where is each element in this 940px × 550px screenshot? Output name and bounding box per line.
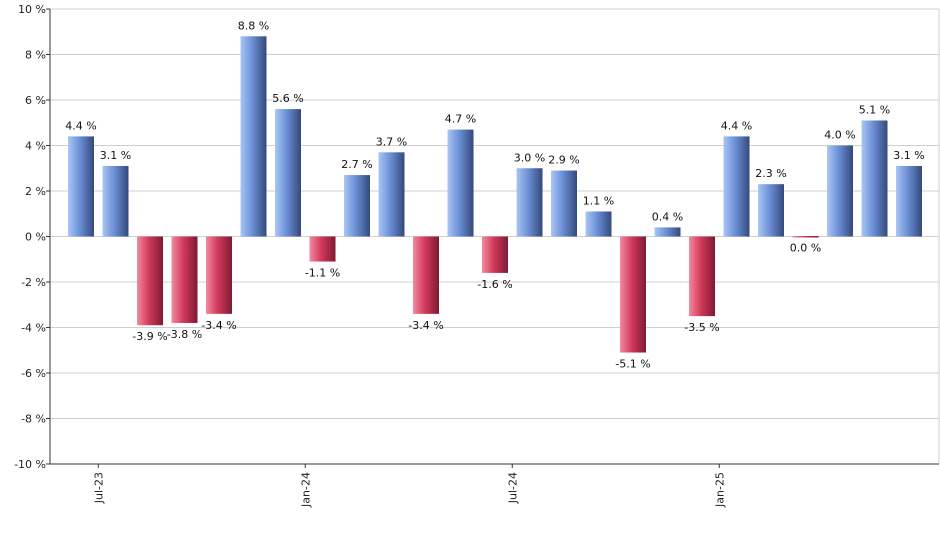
bar [447, 129, 474, 237]
bar [206, 236, 232, 314]
y-tick-label: -8 % [21, 413, 46, 426]
bar [309, 236, 336, 262]
bar [137, 236, 163, 326]
bar [171, 236, 198, 323]
bar [654, 227, 681, 237]
bar-value-label: 4.4 % [721, 119, 752, 132]
bar-value-label: 4.7 % [445, 113, 476, 126]
y-tick-label: 4 % [25, 140, 46, 153]
bar [723, 136, 750, 237]
bar-value-label: 3.1 % [100, 149, 131, 162]
y-tick-label: -2 % [21, 276, 46, 289]
x-tick-label: Jan-25 [713, 472, 726, 508]
bar-value-label: 4.0 % [824, 129, 855, 142]
bar [378, 152, 405, 237]
axes: 10 % 8 % 6 % 4 % 2 % 0 % -2 % -4 % -6 % -8 % -10 %… [14, 3, 939, 508]
y-tick-label: 8 % [25, 49, 46, 62]
y-tick-label: 2 % [25, 185, 46, 198]
bar-value-label: -3.4 % [201, 319, 236, 332]
bar [413, 236, 439, 314]
bar-value-label: 5.1 % [859, 103, 890, 116]
y-tick-label: 6 % [25, 94, 46, 107]
bar-value-label: 3.0 % [514, 151, 545, 164]
bar [240, 36, 267, 237]
bar [275, 109, 301, 237]
bar [516, 168, 543, 237]
data-labels: 4.4 %3.1 %-3.9 % -3.8 %-3.4 %8.8 %5.6 %-1… [65, 19, 924, 370]
bar [102, 165, 129, 237]
bar [585, 211, 612, 237]
bars [68, 36, 922, 353]
bar-value-label: 0.0 % [790, 242, 821, 255]
bar [482, 236, 508, 273]
bar-value-label: -3.8 % [167, 328, 202, 341]
bar-value-label: 3.1 % [893, 149, 924, 162]
bar [689, 236, 715, 317]
bar [344, 175, 370, 237]
y-tick-label: 0 % [25, 231, 46, 244]
bar-value-label: -5.1 % [615, 358, 650, 371]
bar-value-label: 2.3 % [755, 167, 786, 180]
x-tick-label: Jul-23 [92, 472, 105, 504]
bar-value-label: 1.1 % [583, 194, 614, 207]
bar-value-label: -1.1 % [305, 267, 340, 280]
bar-value-label: -3.5 % [684, 321, 719, 334]
y-tick-label: -10 % [14, 458, 46, 471]
x-tick-label: Jan-24 [299, 472, 312, 508]
bar-value-label: -3.4 % [408, 319, 443, 332]
y-tick-label: -6 % [21, 367, 46, 380]
bar [792, 236, 819, 238]
bar-value-label: 0.4 % [652, 210, 683, 223]
bar-value-label: -1.6 % [477, 278, 512, 291]
bar-value-label: 8.8 % [238, 19, 269, 32]
bar-value-label: 4.4 % [65, 119, 96, 132]
bar [620, 236, 646, 353]
bar [68, 136, 94, 237]
x-tick-label: Jul-24 [506, 472, 519, 504]
bar-value-label: 5.6 % [272, 92, 303, 105]
y-tick-label: 10 % [18, 3, 46, 16]
bar-value-label: 2.9 % [548, 154, 579, 167]
bar-value-label: 3.7 % [376, 135, 407, 148]
bar [827, 145, 853, 237]
y-tick-label: -4 % [21, 322, 46, 335]
bar [861, 120, 888, 237]
bar [896, 165, 922, 237]
bar [551, 170, 577, 237]
bar-value-label: -3.9 % [132, 330, 167, 343]
bar [758, 184, 784, 237]
bar-value-label: 2.7 % [341, 158, 372, 171]
